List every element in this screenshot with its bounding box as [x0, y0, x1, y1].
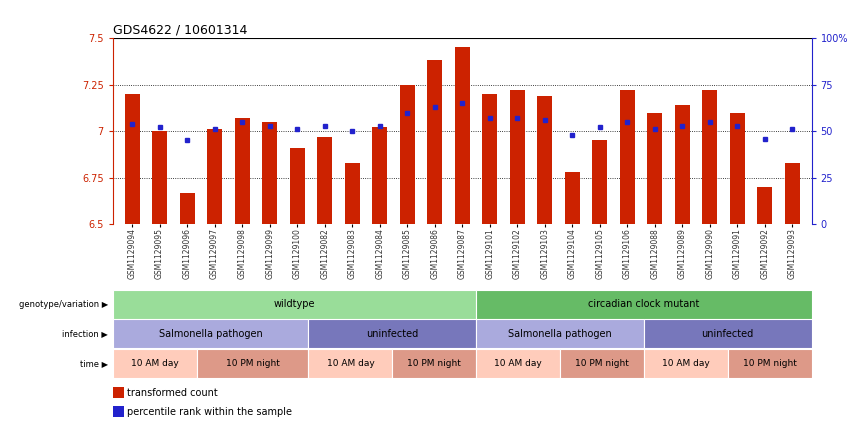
Text: transformed count: transformed count [127, 387, 218, 398]
Text: Salmonella pathogen: Salmonella pathogen [159, 329, 262, 339]
Bar [113, 406, 124, 417]
Bar [477, 290, 812, 319]
Bar [455, 47, 470, 224]
Text: GDS4622 / 10601314: GDS4622 / 10601314 [113, 24, 247, 37]
Bar [152, 131, 168, 224]
Bar [620, 90, 635, 224]
Bar [644, 349, 727, 378]
Bar [197, 349, 308, 378]
Text: time ▶: time ▶ [80, 359, 108, 368]
Bar [565, 172, 580, 224]
Bar [727, 349, 812, 378]
Text: 10 PM night: 10 PM night [743, 359, 797, 368]
Bar [113, 387, 124, 398]
Bar [207, 129, 222, 224]
Bar [427, 60, 443, 224]
Text: 10 PM night: 10 PM night [407, 359, 461, 368]
Bar [757, 187, 773, 224]
Bar [537, 96, 552, 224]
Text: Salmonella pathogen: Salmonella pathogen [508, 329, 612, 339]
Bar [482, 94, 497, 224]
Bar [399, 85, 415, 224]
Bar [730, 113, 745, 224]
Text: 10 AM day: 10 AM day [131, 359, 179, 368]
Bar [113, 290, 477, 319]
Bar [592, 140, 608, 224]
Bar [477, 319, 644, 348]
Text: 10 AM day: 10 AM day [326, 359, 374, 368]
Text: wildtype: wildtype [273, 299, 315, 309]
Bar [702, 90, 717, 224]
Bar [262, 122, 277, 224]
Bar [113, 349, 197, 378]
Text: circadian clock mutant: circadian clock mutant [589, 299, 700, 309]
Bar [317, 137, 332, 224]
Text: 10 AM day: 10 AM day [662, 359, 710, 368]
Bar [308, 319, 477, 348]
Bar [560, 349, 644, 378]
Bar [648, 113, 662, 224]
Text: uninfected: uninfected [701, 329, 753, 339]
Bar [785, 163, 800, 224]
Bar [124, 94, 140, 224]
Bar [290, 148, 305, 224]
Text: uninfected: uninfected [366, 329, 418, 339]
Bar [510, 90, 525, 224]
Bar [345, 163, 359, 224]
Text: genotype/variation ▶: genotype/variation ▶ [18, 299, 108, 309]
Bar [234, 118, 250, 224]
Bar [392, 349, 477, 378]
Bar [308, 349, 392, 378]
Bar [372, 127, 387, 224]
Bar [180, 192, 194, 224]
Bar [477, 349, 560, 378]
Text: 10 PM night: 10 PM night [226, 359, 279, 368]
Bar [644, 319, 812, 348]
Bar [113, 319, 308, 348]
Bar [674, 105, 690, 224]
Text: 10 AM day: 10 AM day [494, 359, 542, 368]
Text: 10 PM night: 10 PM night [575, 359, 629, 368]
Text: percentile rank within the sample: percentile rank within the sample [127, 407, 292, 417]
Text: infection ▶: infection ▶ [62, 329, 108, 338]
